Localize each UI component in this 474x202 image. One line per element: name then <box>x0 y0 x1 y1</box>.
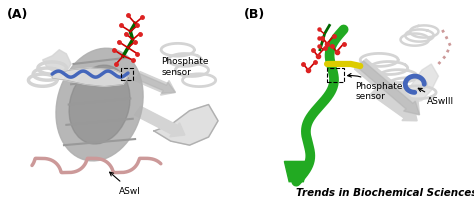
FancyArrow shape <box>136 74 175 94</box>
FancyArrow shape <box>135 72 175 96</box>
Bar <box>327 69 344 83</box>
Text: Phosphate
sensor: Phosphate sensor <box>347 74 403 101</box>
Ellipse shape <box>56 49 143 161</box>
Polygon shape <box>398 65 438 105</box>
Text: ASwI: ASwI <box>109 172 141 195</box>
Text: Trends in Biochemical Sciences: Trends in Biochemical Sciences <box>296 187 474 197</box>
Polygon shape <box>154 105 218 145</box>
Text: (B): (B) <box>244 8 265 21</box>
FancyArrow shape <box>355 60 419 115</box>
FancyArrow shape <box>371 87 417 121</box>
Text: ASwIII: ASwIII <box>418 89 454 105</box>
Polygon shape <box>284 162 308 182</box>
Polygon shape <box>52 69 128 87</box>
Text: (A): (A) <box>7 8 28 21</box>
Bar <box>121 69 133 81</box>
FancyArrow shape <box>135 107 185 137</box>
Text: Phosphate
sensor: Phosphate sensor <box>161 57 209 76</box>
Polygon shape <box>43 50 71 75</box>
FancyArrow shape <box>357 62 419 115</box>
Ellipse shape <box>69 66 130 144</box>
